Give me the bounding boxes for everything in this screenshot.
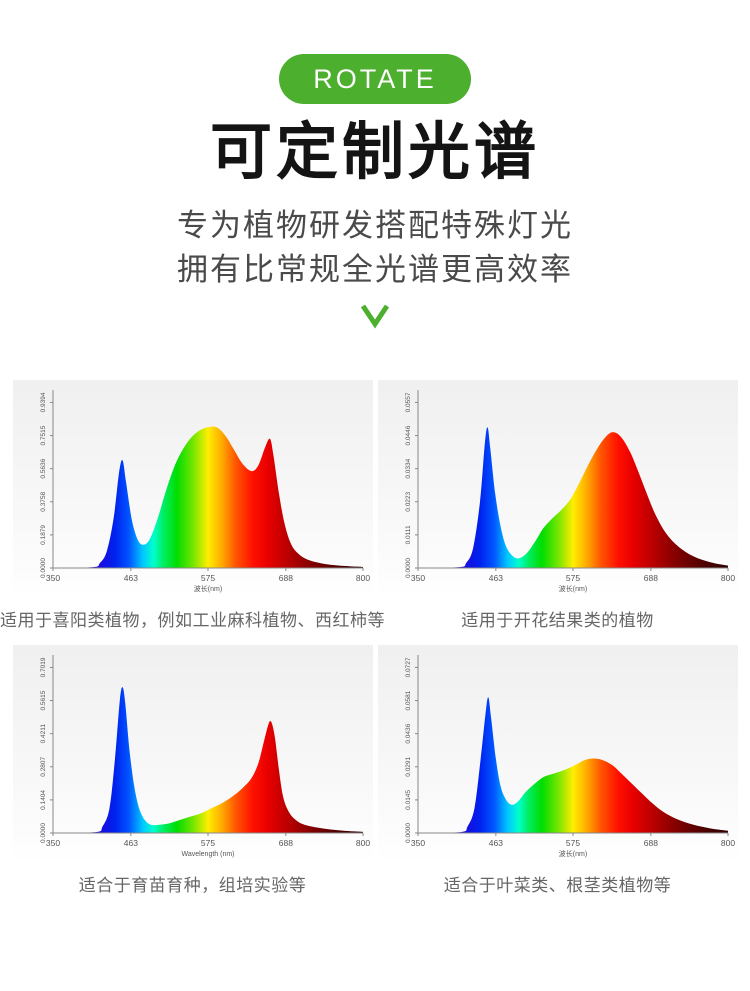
svg-text:波长(nm): 波长(nm) [558, 584, 586, 593]
svg-text:688: 688 [278, 573, 292, 583]
spectrum-plot-svg: 350 463 575 688 800 0.0000 0.1404 0.2807 0.4211 0… [40, 655, 370, 858]
spectrum-plot-area: 350 463 575 688 800 0.0000 0.1404 0.2807 0.4211 0… [12, 645, 373, 864]
spectrum-chart-seedling: 350 463 575 688 800 0.0000 0.1404 0.2807 0.4211 0… [10, 645, 375, 896]
svg-text:800: 800 [720, 573, 734, 583]
page-title: 可定制光谱 [209, 118, 540, 187]
spectrum-curve [417, 697, 728, 834]
svg-text:575: 575 [200, 573, 214, 583]
svg-text:0.1404: 0.1404 [40, 790, 47, 810]
svg-text:Wavelength (nm): Wavelength (nm) [181, 851, 234, 858]
svg-text:0.3758: 0.3758 [40, 492, 47, 512]
spectrum-plot-area: 350 463 575 688 800 0.0000 0.0145 0.0291 0.0436 0… [377, 645, 738, 864]
spectrum-chart-leafy: 350 463 575 688 800 0.0000 0.0145 0.0291 0.0436 0… [375, 645, 740, 896]
svg-text:575: 575 [565, 573, 579, 583]
svg-text:0.5636: 0.5636 [40, 459, 47, 479]
svg-text:0.0727: 0.0727 [405, 658, 412, 678]
rotate-badge: ROTATE [279, 54, 471, 104]
svg-text:350: 350 [410, 838, 424, 848]
subtitle-block: 专为植物研发搭配特殊灯光 拥有比常规全光谱更高效率 [177, 204, 573, 292]
chevron-down-glyph [360, 305, 390, 329]
spectrum-plot-svg: 350 463 575 688 800 0.0000 0.1879 0.3758 0.5636 0… [40, 390, 370, 593]
chart-caption: 适用于开花结果类的植物 [461, 611, 654, 631]
spectrum-plot-area: 350 463 575 688 800 0.0000 0.1879 0.3758 0.5636 0… [12, 380, 373, 599]
svg-text:350: 350 [410, 573, 424, 583]
svg-text:0.0446: 0.0446 [405, 426, 412, 446]
svg-text:688: 688 [278, 838, 292, 848]
chevron-down-icon [358, 302, 392, 330]
svg-text:350: 350 [45, 573, 59, 583]
svg-text:0.5615: 0.5615 [40, 691, 47, 711]
svg-text:0.4211: 0.4211 [40, 724, 47, 744]
svg-text:463: 463 [488, 838, 502, 848]
spectrum-grid: 350 463 575 688 800 0.0000 0.1879 0.3758 0.5636 0… [0, 380, 746, 896]
svg-text:0.0291: 0.0291 [405, 757, 412, 777]
spectrum-curve [417, 427, 728, 569]
svg-text:0.0000: 0.0000 [405, 558, 412, 578]
chart-caption: 适合于育苗育种，组培实验等 [78, 876, 307, 896]
svg-text:0.0334: 0.0334 [405, 459, 412, 479]
spectrum-plot-area: 350 463 575 688 800 0.0000 0.0111 0.0223 0.0334 0… [377, 380, 738, 599]
svg-text:0.0581: 0.0581 [405, 691, 412, 711]
svg-text:0.0436: 0.0436 [405, 724, 412, 744]
svg-text:0.1879: 0.1879 [40, 525, 47, 545]
svg-text:575: 575 [200, 838, 214, 848]
svg-text:800: 800 [720, 838, 734, 848]
svg-text:0.7515: 0.7515 [40, 426, 47, 446]
svg-text:波长(nm): 波长(nm) [193, 584, 221, 593]
spectrum-plot-svg: 350 463 575 688 800 0.0000 0.0111 0.0223 0.0334 0… [405, 390, 735, 593]
svg-text:0.7019: 0.7019 [40, 658, 47, 678]
rotate-badge-label: ROTATE [313, 63, 437, 94]
subtitle-line-2: 拥有比常规全光谱更高效率 [177, 252, 573, 288]
svg-text:0.0000: 0.0000 [40, 558, 47, 578]
svg-text:463: 463 [488, 573, 502, 583]
svg-text:0.2807: 0.2807 [40, 757, 47, 777]
svg-text:0.9394: 0.9394 [40, 393, 47, 413]
svg-text:波长(nm): 波长(nm) [558, 849, 586, 858]
svg-text:0.0111: 0.0111 [405, 525, 412, 544]
spectrum-curve [52, 427, 363, 569]
spectrum-plot-svg: 350 463 575 688 800 0.0000 0.0145 0.0291 0.0436 0… [405, 655, 735, 858]
subtitle-line-1: 专为植物研发搭配特殊灯光 [177, 208, 573, 244]
svg-text:0.0223: 0.0223 [405, 492, 412, 512]
svg-text:800: 800 [355, 573, 369, 583]
chart-caption: 适合于叶菜类、根茎类植物等 [443, 876, 672, 896]
svg-text:0.0000: 0.0000 [40, 823, 47, 843]
svg-text:350: 350 [45, 838, 59, 848]
spectrum-chart-sun-loving: 350 463 575 688 800 0.0000 0.1879 0.3758 0.5636 0… [0, 380, 385, 631]
svg-text:575: 575 [565, 838, 579, 848]
svg-text:0.0145: 0.0145 [405, 790, 412, 810]
spectrum-chart-flowering: 350 463 575 688 800 0.0000 0.0111 0.0223 0.0334 0… [375, 380, 740, 631]
chart-caption: 适用于喜阳类植物，例如工业麻科植物、西红柿等 [0, 611, 385, 631]
svg-text:463: 463 [123, 838, 137, 848]
svg-text:463: 463 [123, 573, 137, 583]
spectrum-curve [52, 687, 363, 834]
svg-text:688: 688 [643, 573, 657, 583]
svg-text:800: 800 [355, 838, 369, 848]
svg-text:688: 688 [643, 838, 657, 848]
svg-text:0.0000: 0.0000 [405, 823, 412, 843]
svg-text:0.0557: 0.0557 [405, 393, 412, 413]
